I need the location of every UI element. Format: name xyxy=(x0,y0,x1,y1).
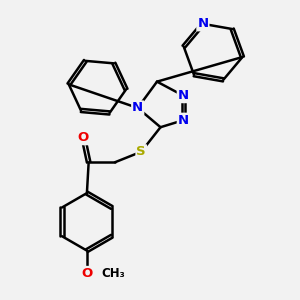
Text: CH₃: CH₃ xyxy=(101,267,125,280)
Text: O: O xyxy=(78,131,89,144)
Text: N: N xyxy=(178,114,189,127)
Text: N: N xyxy=(178,89,189,102)
Text: N: N xyxy=(197,17,208,30)
Text: N: N xyxy=(132,101,143,114)
Text: S: S xyxy=(136,145,146,158)
Text: O: O xyxy=(81,267,92,280)
